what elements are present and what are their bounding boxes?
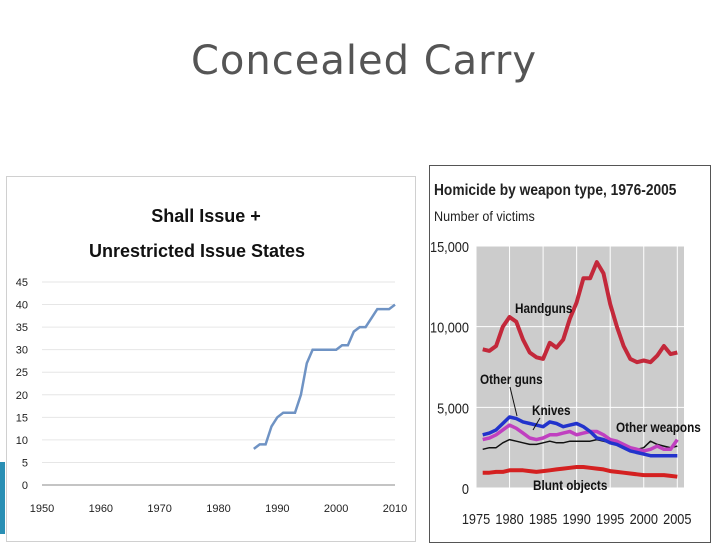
right-y-tick-label: 15,000 (430, 238, 469, 255)
right-y-tick-label: 0 (462, 480, 469, 497)
left-y-tick-label: 30 (16, 345, 28, 357)
right-x-tick-label: 1995 (596, 510, 625, 527)
series-line-other-weapons (482, 438, 678, 451)
left-y-tick-label: 45 (16, 277, 28, 289)
series-label-other-weapons: Other weapons (616, 419, 701, 435)
series-label-knives: Knives (532, 402, 571, 418)
homicide-chart-panel (429, 165, 711, 543)
left-y-tick-label: 5 (22, 457, 28, 469)
series-label-handguns: Handguns (515, 300, 572, 316)
left-chart-title-line2: Unrestricted Issue States (89, 241, 305, 261)
left-x-tick-label: 1950 (30, 503, 54, 515)
right-chart-ylabel: Number of victims (434, 208, 535, 224)
right-y-tick-label: 10,000 (430, 319, 469, 336)
right-y-tick-label: 5,000 (437, 399, 469, 416)
right-x-tick-label: 1975 (462, 510, 491, 527)
left-y-tick-label: 25 (16, 367, 28, 379)
right-x-tick-label: 2005 (663, 510, 692, 527)
left-y-tick-label: 0 (22, 480, 28, 492)
series-line-blunt-objects (482, 465, 678, 479)
label-pointer (509, 386, 518, 417)
shall-issue-chart-panel (6, 176, 416, 542)
right-x-tick-label: 1980 (495, 510, 524, 527)
plot-area (476, 246, 684, 488)
series-label-blunt-objects: Blunt objects (533, 477, 607, 493)
accent-bar (0, 462, 5, 534)
left-x-tick-label: 2000 (324, 503, 348, 515)
left-x-tick-label: 2010 (383, 503, 407, 515)
series-label-other-guns: Other guns (480, 371, 543, 387)
left-x-tick-label: 1980 (206, 503, 230, 515)
right-chart-title: Homicide by weapon type, 1976-2005 (434, 182, 677, 199)
left-x-tick-label: 1960 (89, 503, 113, 515)
series-line-knives (482, 415, 678, 458)
label-pointer (532, 417, 541, 431)
series-line-other-guns (482, 423, 679, 453)
left-y-tick-label: 15 (16, 412, 28, 424)
right-x-tick-label: 1985 (529, 510, 558, 527)
left-y-tick-label: 35 (16, 322, 28, 334)
right-x-tick-label: 1990 (562, 510, 591, 527)
left-y-tick-label: 10 (16, 435, 28, 447)
left-chart-title-line1: Shall Issue + (151, 206, 261, 226)
left-y-tick-label: 40 (16, 300, 28, 312)
left-series-line (253, 303, 396, 450)
left-y-tick-label: 20 (16, 390, 28, 402)
series-line-handguns (482, 260, 678, 365)
right-x-tick-label: 2000 (630, 510, 659, 527)
left-x-tick-label: 1990 (265, 503, 289, 515)
left-x-tick-label: 1970 (147, 503, 171, 515)
slide-title: Concealed Carry (191, 38, 537, 84)
